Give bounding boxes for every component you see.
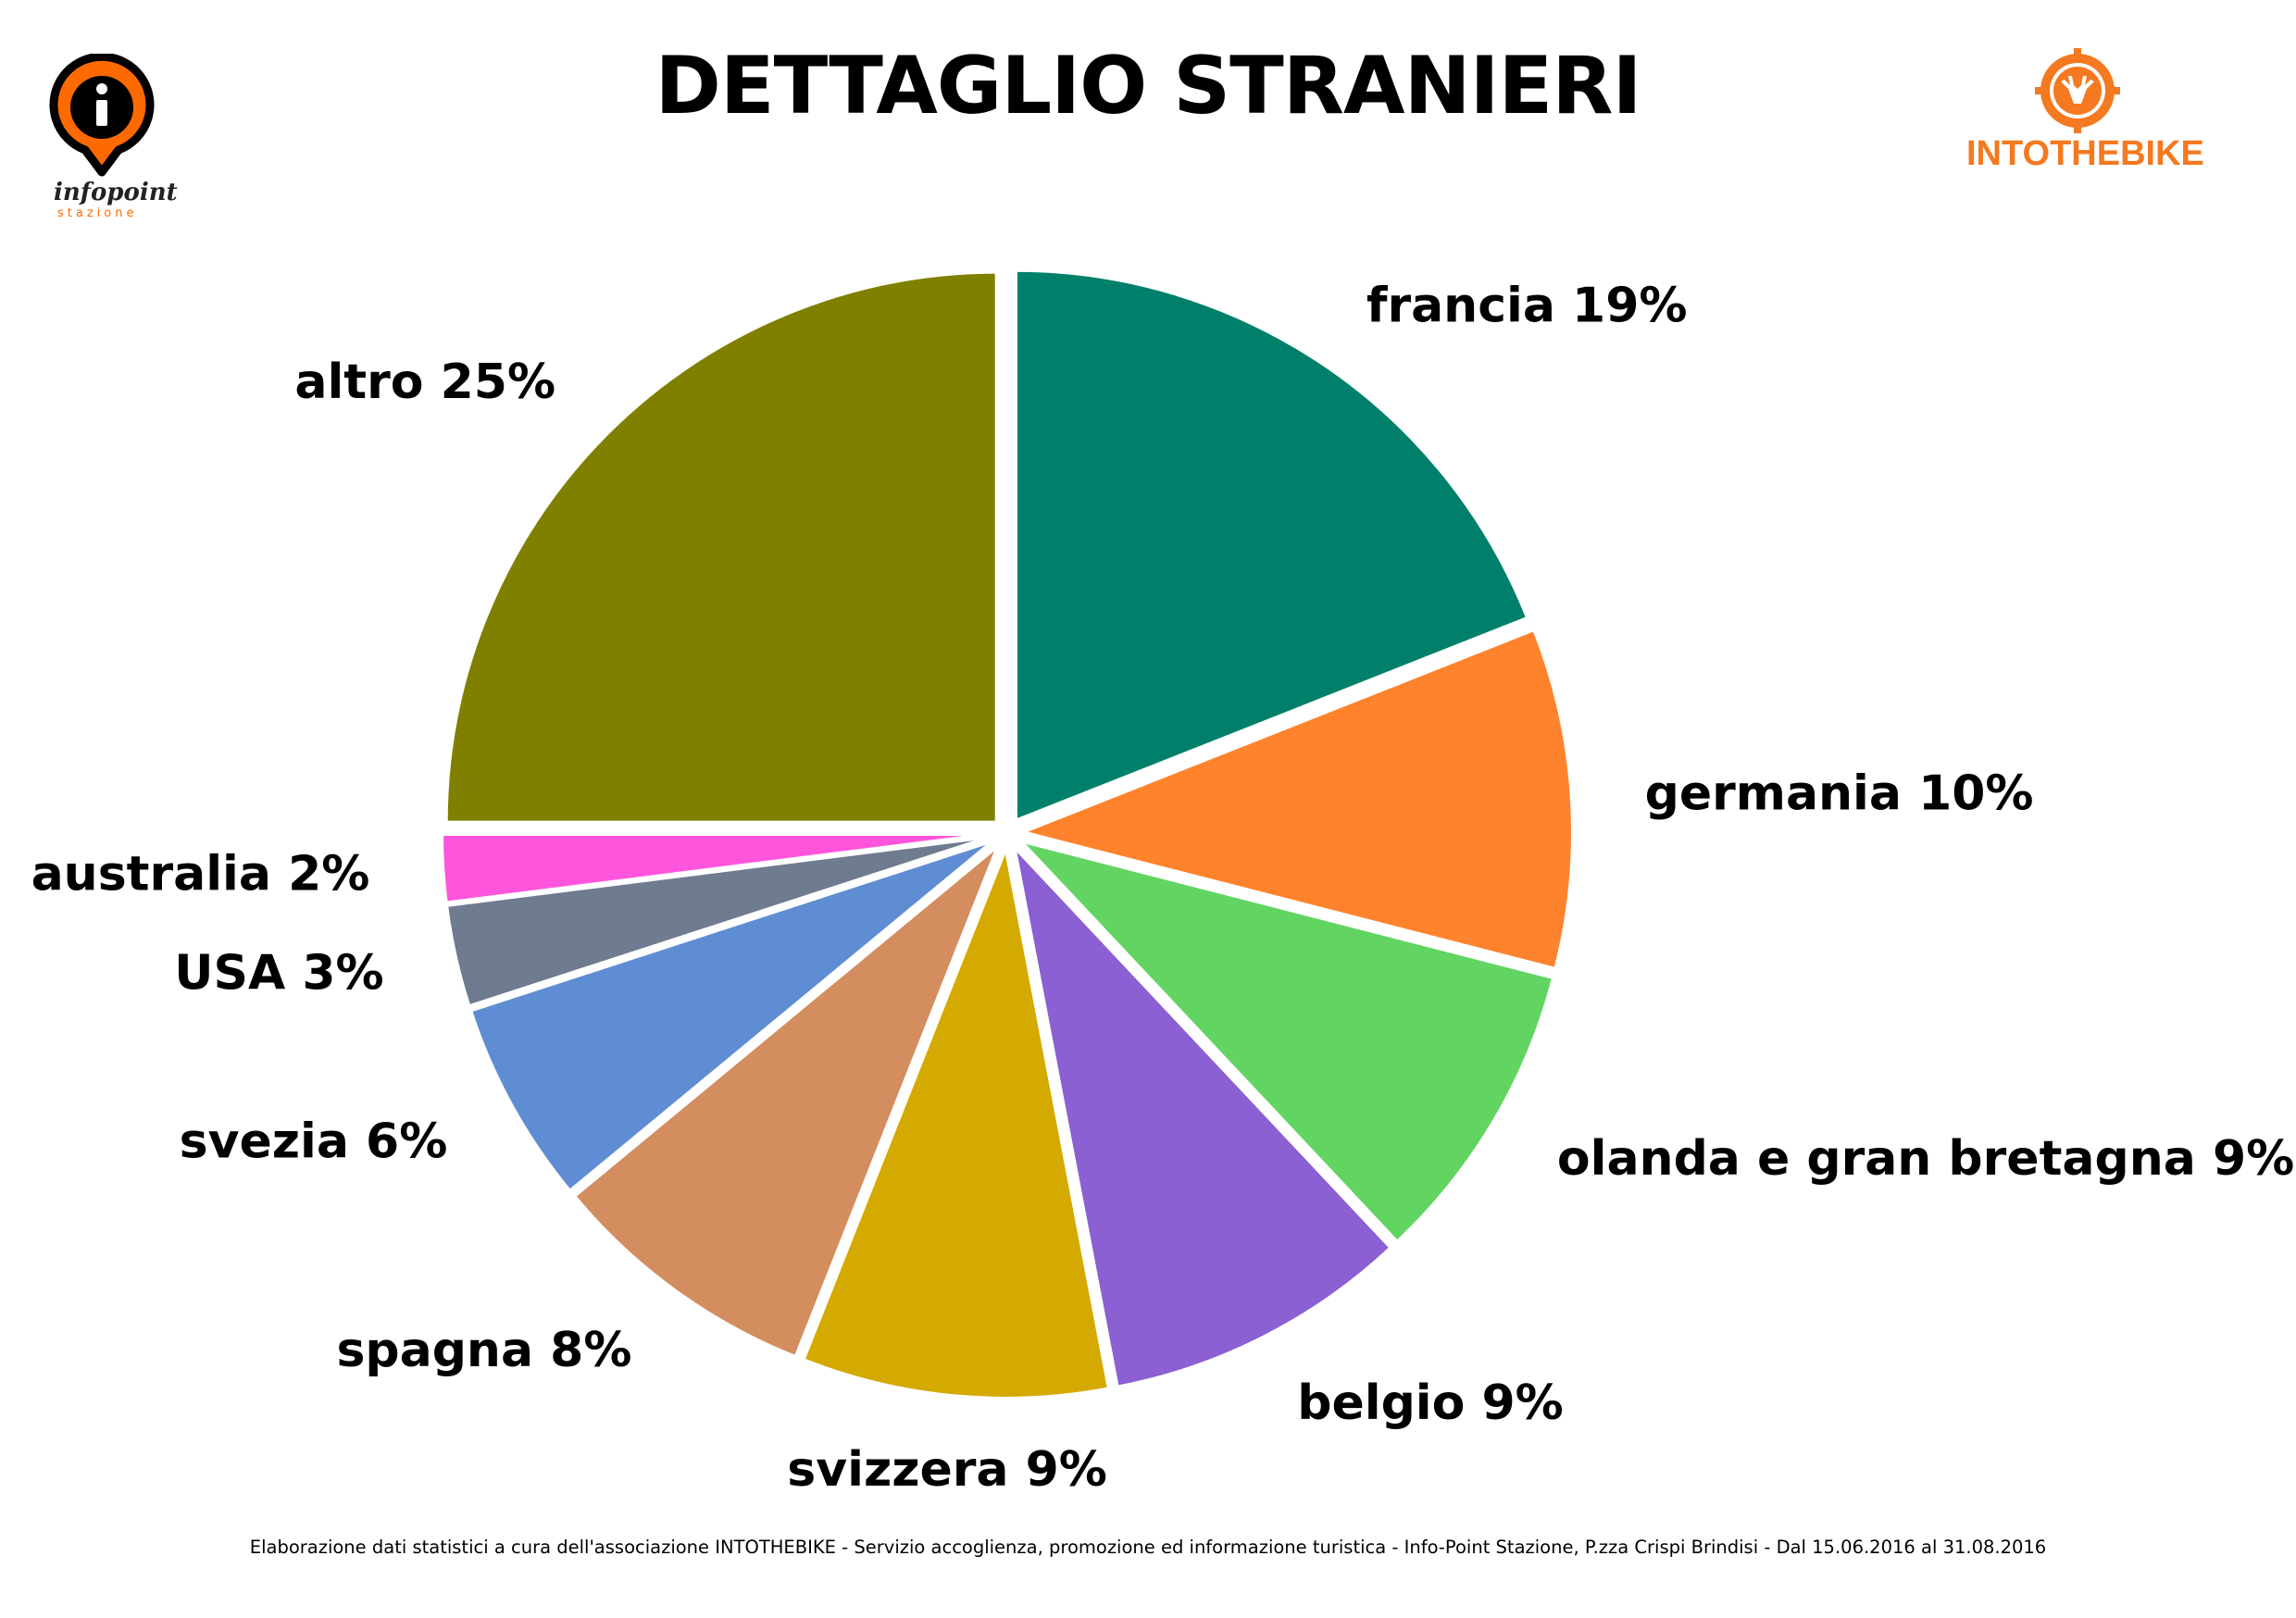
pie-label-svezia: svezia 6% (180, 1114, 448, 1169)
intothebike-logo: INTOTHEBIKE (1953, 48, 2259, 178)
pie-label-belgio: belgio 9% (1297, 1375, 1563, 1431)
pie-label-germania: germania 10% (1645, 766, 2034, 822)
pie-slice-usa (443, 834, 994, 1009)
pie-label-usa: USA 3% (174, 946, 383, 1002)
pie-slice-australia (440, 832, 993, 905)
intothebike-logo-word: INTOTHEBIKE (1966, 134, 2204, 173)
pie-label-olanda-e-gran-bretagna: olanda e gran bretagna 9% (1557, 1131, 2294, 1187)
pie-label-australia: australia 2% (31, 846, 370, 902)
infopoint-logo-sub: stazione (57, 206, 138, 220)
pie-slice-francia (1013, 268, 1530, 824)
page-title: DETTAGLIO STRANIERI (655, 40, 1641, 132)
pie-slice-spagna (571, 843, 1001, 1360)
infopoint-logo: infopoint stazione (48, 52, 178, 230)
pie-label-altro: altro 25% (294, 355, 555, 410)
pie-label-spagna: spagna 8% (336, 1323, 631, 1378)
info-pin-icon (49, 52, 155, 177)
infopoint-logo-word: infopoint (54, 179, 178, 206)
pie-slice-altro (443, 269, 999, 825)
pie-slice-svizzera (800, 840, 1112, 1400)
pie-slice-germania (1016, 627, 1575, 972)
footer-note: Elaborazione dati statistici a cura dell… (249, 1537, 2047, 1558)
pie-slice-olanda-e-gran-bretagna (1014, 837, 1556, 1245)
deer-sprocket-icon (2035, 48, 2120, 133)
pie-label-svizzera: svizzera 9% (787, 1442, 1107, 1498)
pie-label-francia: francia 19% (1366, 278, 1688, 333)
pie-slice-svezia (468, 838, 996, 1194)
pie-slice-belgio (1011, 840, 1394, 1390)
